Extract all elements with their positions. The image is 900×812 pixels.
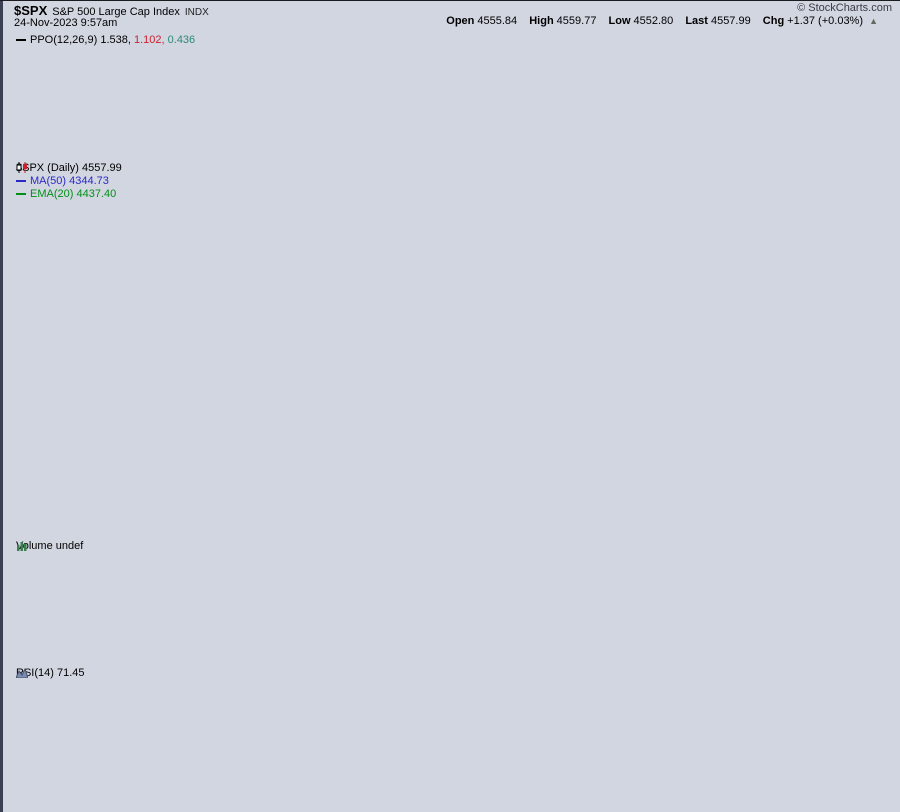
left-edge-bar — [0, 1, 3, 812]
price-legend-symbol-row: $SPX (Daily) 4557.99 — [16, 162, 122, 175]
ppo-legend: PPO(12,26,9) 1.538, 1.102, 0.436 — [16, 34, 195, 47]
ma50-value: 4344.73 — [69, 175, 109, 187]
price-legend-ma-row: MA(50) 4344.73 — [16, 175, 122, 188]
rsi-value: 71.45 — [56, 667, 85, 679]
ppo-label: PPO(12,26,9) — [30, 34, 98, 46]
chart-datetime: 24-Nov-2023 9:57am — [14, 17, 118, 29]
rsi-area-icon — [16, 667, 28, 678]
ppo-value-1: 1.538, — [100, 34, 131, 46]
chg-label: Chg — [762, 15, 785, 27]
ppo-value-3: 0.436 — [167, 34, 196, 46]
copyright-label: © StockCharts.com — [797, 2, 892, 14]
ema20-value: 4437.40 — [76, 188, 117, 200]
open-value: 4555.84 — [477, 15, 518, 27]
ma50-line-icon — [16, 180, 26, 183]
volume-value: undef — [55, 540, 84, 552]
price-legend: $SPX (Daily) 4557.99 MA(50) 4344.73 EMA(… — [16, 162, 122, 201]
price-last: 4557.99 — [82, 162, 122, 174]
volume-legend: Volume undef — [16, 540, 83, 553]
rsi-legend: RSI(14) 71.45 — [16, 667, 85, 680]
ema20-line-icon — [16, 193, 26, 196]
volume-bars-icon — [17, 542, 27, 551]
symbol-label: $SPX — [14, 3, 48, 18]
price-symbol: $SPX (Daily) — [16, 162, 79, 174]
high-value: 4559.77 — [556, 15, 597, 27]
chg-value: +1.37 (+0.03%) — [787, 15, 864, 27]
high-label: High — [529, 15, 554, 27]
price-legend-ema-row: EMA(20) 4437.40 — [16, 188, 122, 201]
candlestick-icon — [16, 162, 27, 173]
last-value: 4557.99 — [710, 15, 751, 27]
ppo-value-2: 1.102, — [133, 34, 165, 46]
last-label: Last — [685, 15, 708, 27]
low-label: Low — [608, 15, 631, 27]
low-value: 4552.80 — [633, 15, 674, 27]
ema20-label: EMA(20) — [30, 188, 74, 200]
up-arrow-icon: ▲ — [869, 16, 878, 26]
chart-header: $SPX S&P 500 Large Cap Index INDX — [14, 3, 209, 18]
quote-summary: Open 4555.84 High 4559.77 Low 4552.80 Last 4… — [446, 15, 878, 27]
exchange-label: INDX — [184, 7, 209, 18]
ppo-line-icon — [16, 39, 26, 42]
open-label: Open — [446, 15, 475, 27]
ma50-label: MA(50) — [30, 175, 67, 187]
index-name: S&P 500 Large Cap Index — [52, 6, 180, 18]
